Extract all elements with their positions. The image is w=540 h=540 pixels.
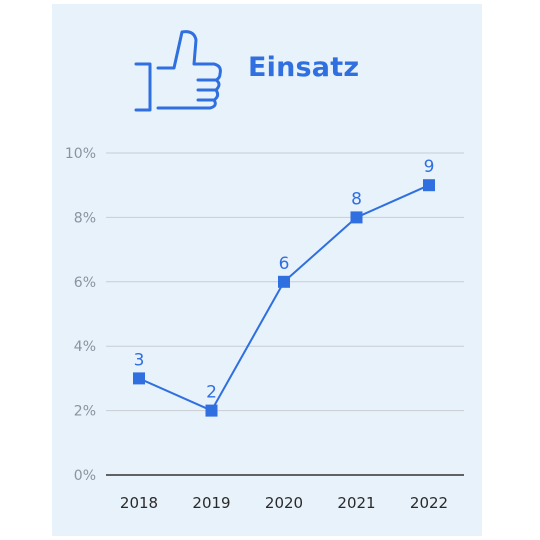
data-label: 6 — [279, 254, 290, 274]
data-point — [133, 372, 145, 385]
thumbs-up-icon — [134, 30, 222, 112]
x-tick-label: 2021 — [337, 494, 375, 512]
y-tick-label: 8% — [74, 210, 96, 226]
series-line — [138, 184, 430, 412]
x-tick-label: 2020 — [265, 494, 303, 512]
x-tick-label: 2022 — [410, 494, 448, 512]
chart-title: Einsatz — [248, 52, 360, 83]
data-label: 8 — [351, 189, 362, 209]
x-tick-label: 2019 — [192, 494, 230, 512]
y-tick-label: 0% — [74, 468, 96, 484]
y-tick-label: 2% — [74, 404, 96, 420]
data-label: 2 — [206, 383, 217, 403]
x-tick-label: 2018 — [120, 494, 158, 512]
y-tick-label: 4% — [74, 339, 96, 355]
data-point — [350, 211, 363, 224]
data-point — [278, 275, 290, 288]
y-tick-label: 6% — [74, 275, 96, 291]
data-point — [205, 404, 218, 417]
data-label: 9 — [424, 157, 435, 177]
data-point — [423, 179, 435, 192]
y-tick-label: 10% — [65, 146, 96, 162]
chart-panel — [52, 4, 482, 536]
data-label: 3 — [134, 350, 145, 370]
